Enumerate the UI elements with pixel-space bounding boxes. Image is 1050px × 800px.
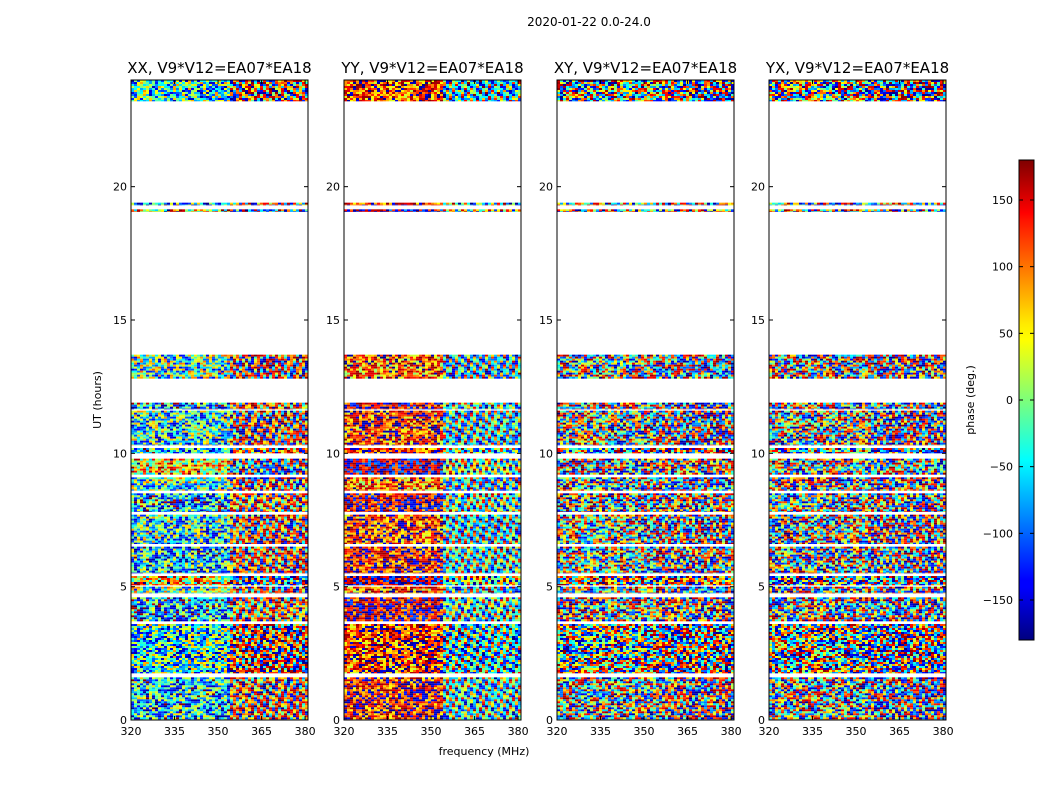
y-tick-label: 10	[539, 447, 553, 460]
x-tick-label: 380	[721, 725, 742, 738]
panel-4: YX, V9*V12=EA07*EA18 320 335 350 365 380 0 5 10 1…	[751, 59, 954, 738]
x-tick-label: 320	[334, 725, 355, 738]
y-tick-label: 10	[113, 447, 127, 460]
y-tick-label: 0	[333, 714, 340, 727]
x-tick-label: 335	[802, 725, 823, 738]
y-tick-label: 5	[546, 581, 553, 594]
x-tick-label: 350	[846, 725, 867, 738]
phase-heatmap	[557, 80, 734, 720]
x-tick-label: 365	[251, 725, 272, 738]
panel-2: YY, V9*V12=EA07*EA18 320 335 350 365 380 0 5 10 1…	[326, 59, 529, 738]
x-tick-label: 365	[464, 725, 485, 738]
x-tick-label: 335	[590, 725, 611, 738]
y-axis-label: UT (hours)	[91, 371, 104, 429]
y-tick-label: 0	[546, 714, 553, 727]
phase-heatmap	[769, 80, 946, 720]
panel-frame	[343, 79, 522, 721]
panels-group: XX, V9*V12=EA07*EA18 320 335 350 365 380 0 5 10 1…	[113, 59, 954, 738]
colorbar-tick-label: 100	[992, 261, 1013, 274]
y-tick-label: 15	[326, 314, 340, 327]
panel-1: XX, V9*V12=EA07*EA18 320 335 350 365 380 0 5 10 1…	[113, 59, 316, 738]
panel-frame	[556, 79, 735, 721]
x-tick-label: 350	[421, 725, 442, 738]
phase-heatmap	[344, 80, 521, 720]
panel-3: XY, V9*V12=EA07*EA18 320 335 350 365 380 0 5 10 1…	[539, 59, 742, 738]
colorbar-ticks: 150 100 50 0 −50 −100 −150	[983, 194, 1034, 607]
x-tick-label: 320	[547, 725, 568, 738]
panel-title: XY, V9*V12=EA07*EA18	[554, 59, 737, 77]
y-tick-label: 5	[758, 581, 765, 594]
colorbar-tick-label: −150	[983, 594, 1013, 607]
colorbar-label: phase (deg.)	[964, 365, 977, 435]
x-tick-label: 320	[759, 725, 780, 738]
x-tick-label: 335	[377, 725, 398, 738]
y-tick-label: 0	[120, 714, 127, 727]
phase-heatmap	[131, 80, 308, 720]
x-tick-label: 350	[208, 725, 229, 738]
y-tick-label: 10	[751, 447, 765, 460]
y-tick-label: 15	[113, 314, 127, 327]
x-tick-label: 365	[889, 725, 910, 738]
y-tick-label: 20	[539, 181, 553, 194]
panel-frame	[768, 79, 947, 721]
x-tick-label: 380	[295, 725, 316, 738]
colorbar-tick-label: 0	[1006, 394, 1013, 407]
panel-title: YX, V9*V12=EA07*EA18	[765, 59, 949, 77]
x-tick-label: 350	[634, 725, 655, 738]
colorbar: 150 100 50 0 −50 −100 −150 phase (deg.)	[964, 159, 1035, 641]
y-tick-label: 10	[326, 447, 340, 460]
panel-title: XX, V9*V12=EA07*EA18	[127, 59, 311, 77]
x-tick-label: 320	[121, 725, 142, 738]
x-tick-label: 335	[164, 725, 185, 738]
panel-frame	[130, 79, 309, 721]
y-tick-label: 0	[758, 714, 765, 727]
x-tick-label: 380	[508, 725, 529, 738]
y-tick-label: 20	[326, 181, 340, 194]
colorbar-tick-label: −50	[990, 461, 1013, 474]
figure-suptitle: 2020-01-22 0.0-24.0	[527, 15, 651, 29]
panel-title: YY, V9*V12=EA07*EA18	[340, 59, 523, 77]
y-tick-label: 5	[120, 581, 127, 594]
y-tick-label: 5	[333, 581, 340, 594]
y-tick-label: 15	[751, 314, 765, 327]
y-tick-label: 15	[539, 314, 553, 327]
colorbar-tick-label: 50	[999, 327, 1013, 340]
colorbar-tick-label: −100	[983, 527, 1013, 540]
y-tick-label: 20	[751, 181, 765, 194]
y-tick-label: 20	[113, 181, 127, 194]
x-tick-label: 380	[933, 725, 954, 738]
x-axis-label: frequency (MHz)	[439, 745, 530, 758]
x-tick-label: 365	[677, 725, 698, 738]
colorbar-tick-label: 150	[992, 194, 1013, 207]
